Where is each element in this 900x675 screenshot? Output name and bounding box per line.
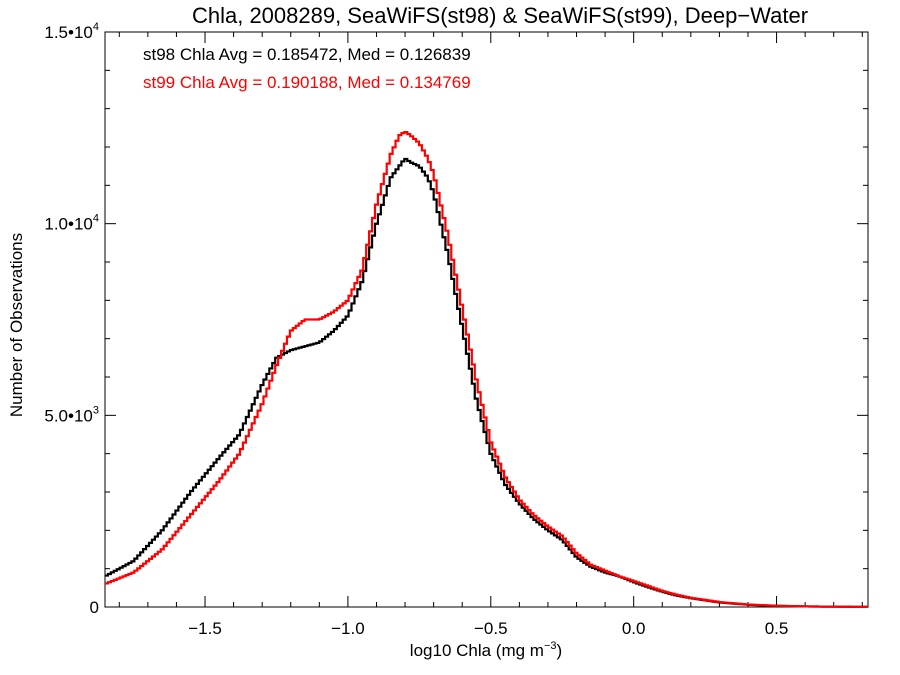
annotation-1: st98 Chla Avg = 0.185472, Med = 0.126839 (143, 45, 471, 64)
x-axis-label-sup: −3 (544, 640, 557, 652)
x-tick-label: −1.0 (331, 619, 365, 638)
y-tick-label: 1.0•104 (44, 213, 99, 234)
y-tick-base: 1.5•10 (44, 23, 93, 42)
x-axis: −1.5 −1.0 −0.5 0.0 0.5 (118, 32, 863, 638)
y-tick-label: 1.5•104 (44, 21, 99, 42)
y-tick-exponent: 4 (93, 213, 99, 225)
plot-frame (104, 31, 869, 608)
plot-area: −1.5 −1.0 −0.5 0.0 0.5 05.0•1031.0•1041.5•10… (44, 21, 869, 638)
x-tick-label: 0.5 (765, 619, 789, 638)
y-tick-exponent: 3 (93, 404, 99, 416)
y-tick-base: 5.0•10 (44, 406, 93, 425)
x-tick-label: −0.5 (474, 619, 508, 638)
y-tick-label: 0 (90, 598, 99, 617)
annotation-2: st99 Chla Avg = 0.190188, Med = 0.134769 (143, 73, 471, 92)
chart-title: Chla, 2008289, SeaWiFS(st98) & SeaWiFS(s… (192, 3, 808, 28)
series-group (105, 131, 868, 608)
x-axis-label-main: log10 Chla (mg m (410, 641, 544, 660)
x-tick-label: −1.5 (188, 619, 222, 638)
series-line-1 (105, 157, 868, 608)
y-axis-label: Number of Observations (7, 233, 26, 417)
x-tick-label: 0.0 (622, 619, 646, 638)
y-tick-base: 1.0•10 (44, 215, 93, 234)
y-tick-base: 0 (90, 598, 99, 617)
series-line-2 (105, 131, 868, 608)
annotations: st98 Chla Avg = 0.185472, Med = 0.126839… (143, 45, 471, 92)
x-axis-label-end: ) (557, 641, 563, 660)
x-axis-label: log10 Chla (mg m−3) (410, 640, 562, 660)
y-tick-exponent: 4 (93, 21, 99, 33)
y-tick-label: 5.0•103 (44, 404, 99, 425)
